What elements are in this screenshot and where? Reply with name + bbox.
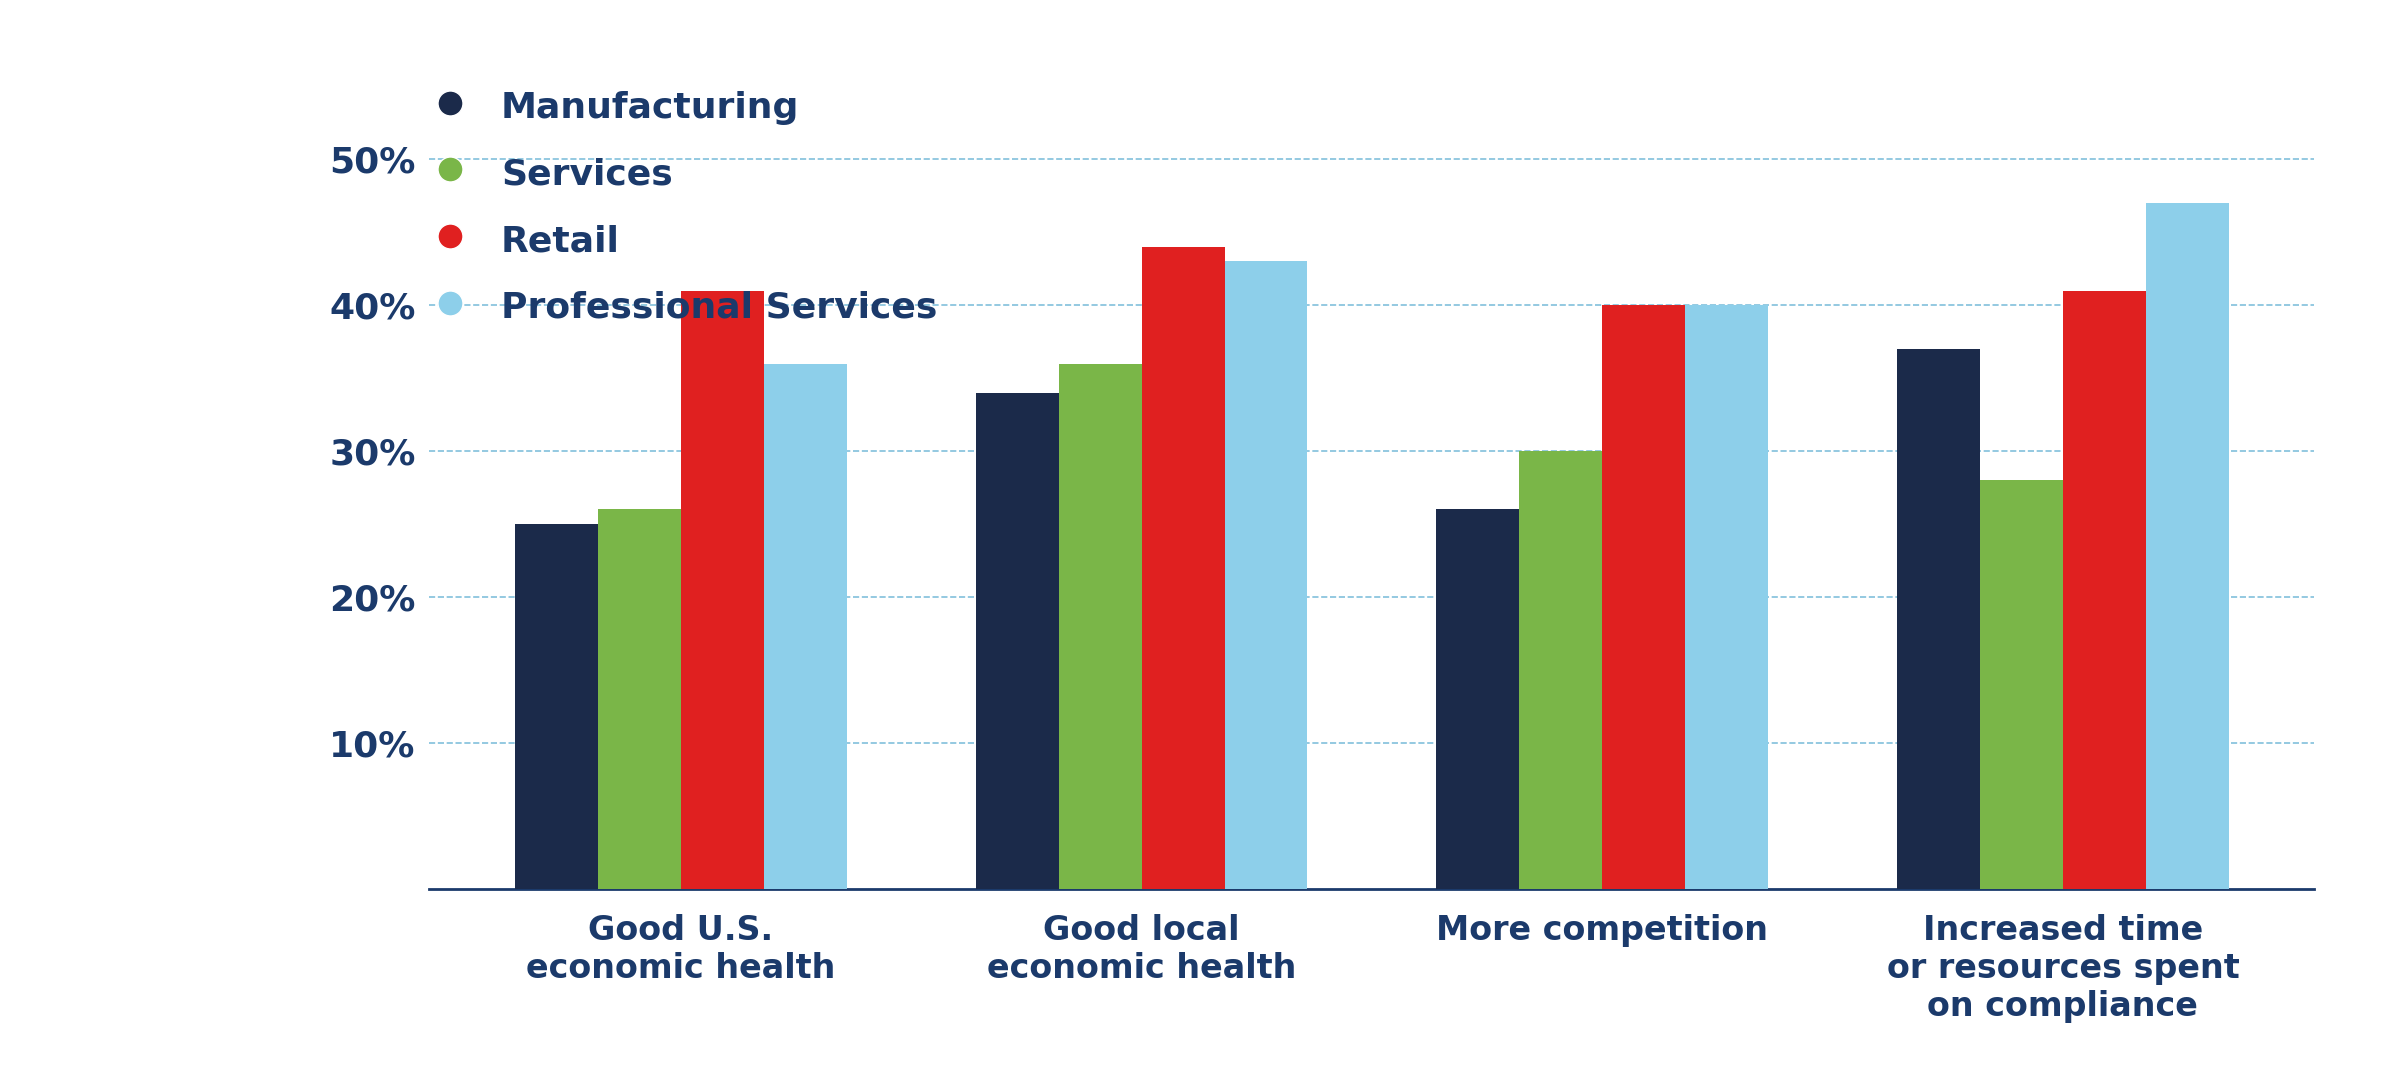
Bar — [1980, 480, 2064, 889]
Bar — [1141, 247, 1224, 889]
Bar — [1436, 509, 1520, 889]
Bar — [599, 509, 680, 889]
Bar — [1059, 363, 1141, 889]
Bar — [1224, 261, 1308, 889]
Bar — [2145, 203, 2229, 889]
Bar — [680, 291, 764, 889]
Bar — [976, 392, 1059, 889]
Bar — [1520, 451, 1603, 889]
Legend: Manufacturing, Services, Retail, Professional Services: Manufacturing, Services, Retail, Profess… — [429, 88, 938, 325]
Bar — [2064, 291, 2145, 889]
Bar — [515, 524, 599, 889]
Bar — [764, 363, 847, 889]
Bar — [1897, 349, 1980, 889]
Bar — [1603, 306, 1685, 889]
Bar — [1685, 306, 1768, 889]
